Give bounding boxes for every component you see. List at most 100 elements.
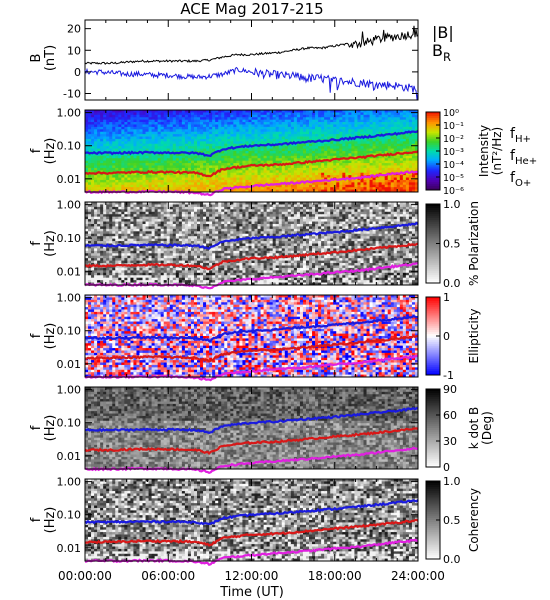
spectrogram-cell	[130, 253, 134, 257]
spectrogram-cell	[287, 148, 292, 152]
spectrogram-cell	[375, 119, 380, 123]
spectrogram-cell	[287, 138, 292, 142]
spectrogram-cell	[97, 175, 101, 178]
spectrogram-cell	[136, 238, 140, 242]
spectrogram-cell	[112, 184, 116, 188]
spectrogram-cell	[390, 148, 395, 152]
spectrogram-cell	[127, 182, 131, 186]
spectrogram-cell	[133, 231, 137, 235]
spectrogram-cell	[145, 163, 149, 166]
spectrogram-cell	[405, 184, 410, 188]
spectrogram-cell	[363, 182, 367, 186]
spectrogram-cell	[172, 258, 177, 261]
spectrogram-cell	[121, 172, 125, 176]
spectrogram-cell	[148, 233, 152, 237]
spectrogram-cell	[106, 129, 110, 133]
spectrogram-cell	[115, 250, 119, 254]
spectrogram-cell	[381, 158, 386, 162]
spectrogram-cell	[354, 158, 358, 162]
spectrogram-cell	[91, 250, 95, 254]
spectrogram-cell	[133, 267, 137, 271]
spectrogram-cell	[91, 122, 95, 125]
spectrogram-cell	[293, 170, 298, 174]
spectrogram-cell	[336, 189, 340, 193]
spectrogram-cell	[175, 134, 180, 137]
spectrogram-cell	[402, 187, 407, 190]
spectrogram-cell	[414, 172, 419, 176]
spectrogram-cell	[227, 134, 231, 137]
spectrogram-cell	[363, 138, 367, 142]
spectrogram-cell	[339, 172, 343, 176]
spectrogram-cell	[184, 131, 189, 135]
spectrogram-cell	[163, 211, 168, 215]
spectrogram-cell	[193, 129, 198, 133]
spectrogram-cell	[112, 148, 116, 152]
spectrogram-cell	[233, 134, 237, 137]
spectrogram-cell	[327, 167, 331, 171]
spectrogram-cell	[148, 124, 152, 128]
spectrogram-cell	[206, 167, 210, 171]
spectrogram-cell	[254, 167, 258, 171]
spectrogram-cell	[106, 175, 110, 178]
spectrogram-cell	[133, 119, 137, 123]
spectrogram-cell	[309, 177, 313, 181]
spectrogram-cell	[345, 184, 349, 188]
spectrogram-cell	[151, 122, 156, 125]
spectrogram-cell	[193, 182, 198, 186]
spectrogram-cell	[251, 112, 255, 116]
spectrogram-cell	[139, 211, 143, 215]
spectrogram-cell	[139, 219, 143, 222]
spectrogram-cell	[103, 260, 107, 264]
spectrogram-cell	[363, 119, 367, 123]
spectrogram-cell	[236, 134, 240, 137]
spectrogram-cell	[121, 146, 125, 149]
spectrogram-cell	[172, 231, 177, 235]
spectrogram-cell	[321, 124, 325, 128]
spectrogram-cell	[175, 153, 180, 157]
spectrogram-cell	[278, 170, 283, 174]
spectrogram-cell	[88, 255, 92, 259]
spectrogram-cell	[151, 184, 156, 188]
spectrogram-cell	[145, 117, 149, 121]
spectrogram-cell	[100, 153, 104, 157]
spectrogram-cell	[203, 177, 207, 181]
spectrogram-cell	[88, 236, 92, 240]
spectrogram-cell	[133, 275, 137, 279]
spectrogram-cell	[175, 219, 180, 222]
spectrogram-cell	[193, 126, 198, 130]
spectrogram-cell	[100, 177, 104, 181]
spectrogram-cell	[130, 138, 134, 142]
spectrogram-cell	[142, 112, 146, 116]
spectrogram-cell	[312, 172, 316, 176]
spectrogram-cell	[85, 189, 89, 193]
spectrogram-cell	[239, 187, 243, 190]
spectrogram-cell	[287, 119, 292, 123]
spectrogram-cell	[345, 148, 349, 152]
spectrogram-cell	[330, 146, 334, 149]
spectrogram-cell	[127, 223, 131, 227]
spectrogram-cell	[85, 255, 89, 259]
spectrogram-cell	[91, 253, 95, 257]
spectrogram-cell	[169, 119, 174, 123]
spectrogram-cell	[91, 277, 95, 281]
spectrogram-cell	[178, 187, 183, 190]
spectrogram-cell	[215, 131, 219, 135]
spectrogram-cell	[145, 187, 149, 190]
spectrogram-cell	[299, 134, 304, 137]
spectrogram-cell	[163, 179, 168, 183]
spectrogram-cell	[342, 129, 346, 133]
spectrogram-cell	[175, 226, 180, 230]
spectrogram-cell	[381, 117, 386, 121]
spectrogram-cell	[284, 119, 289, 123]
spectrogram-cell	[97, 117, 101, 121]
spectrogram-cell	[387, 143, 392, 147]
spectrogram-cell	[130, 187, 134, 190]
spectrogram-cell	[121, 158, 125, 162]
spectrogram-cell	[381, 187, 386, 190]
spectrogram-cell	[263, 124, 268, 128]
colorbar-cell	[426, 127, 440, 130]
spectrogram-cell	[414, 148, 419, 152]
spectrogram-cell	[393, 170, 398, 174]
spectrogram-cell	[360, 141, 364, 145]
spectrogram-cell	[384, 175, 389, 178]
